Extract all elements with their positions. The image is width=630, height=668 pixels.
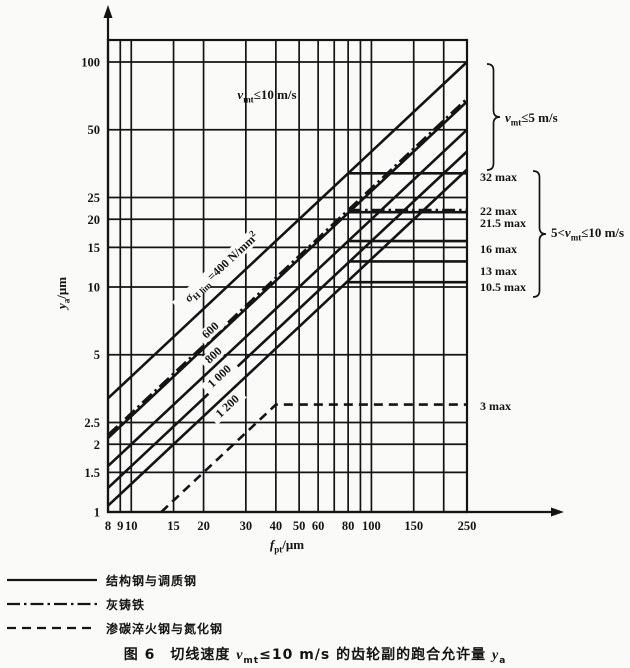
x-tick-250: 250 bbox=[458, 519, 477, 533]
brace-label-0: vmt≤5 m/s bbox=[505, 110, 558, 128]
x-tick-60: 60 bbox=[312, 519, 325, 533]
y-tick-1: 1 bbox=[94, 506, 100, 520]
legend-line-solid-icon bbox=[7, 578, 97, 582]
legend-label-structural-steel: 结构钢与调质钢 bbox=[106, 573, 198, 588]
y-axis-arrow-icon bbox=[103, 5, 113, 18]
figure-caption: 图 6 切线速度 vmt≤10 m/s 的齿轮副的跑合允许量 ya bbox=[123, 647, 507, 666]
legend-line-dashdot-icon bbox=[7, 602, 97, 606]
series-grey-cast-iron bbox=[107, 97, 468, 436]
legend-item-structural-steel: 结构钢与调质钢 bbox=[6, 568, 426, 592]
series-structural-steel-sigma-1000 bbox=[107, 150, 468, 489]
y-tick-50: 50 bbox=[88, 123, 101, 137]
y-tick-100: 100 bbox=[81, 56, 100, 70]
x-tick-40: 40 bbox=[270, 519, 283, 533]
x-tick-15: 15 bbox=[167, 519, 180, 533]
y-tick-15: 15 bbox=[88, 241, 101, 255]
x-tick-80: 80 bbox=[342, 519, 355, 533]
max-label-13-max: 13 max bbox=[480, 264, 517, 278]
x-tick-100: 100 bbox=[362, 519, 381, 533]
x-axis-arrow-icon bbox=[551, 507, 564, 517]
max-label-10-5-max: 10.5 max bbox=[480, 280, 526, 294]
series-structural-steel-sigma-800 bbox=[107, 128, 468, 468]
legend-item-grey-cast-iron: 灰铸铁 bbox=[6, 592, 426, 616]
series-structural-steel-sigma-600 bbox=[107, 100, 468, 439]
line-label-0: σH lim =400 N/mm2 bbox=[171, 220, 270, 314]
y-tick-2.5: 2.5 bbox=[84, 416, 100, 430]
grid bbox=[107, 40, 468, 513]
svg-text:σH lim =400 N/mm2: σH lim =400 N/mm2 bbox=[181, 228, 264, 307]
brace-1 bbox=[532, 170, 547, 298]
legend-label-carburized-nitrided: 渗碳淬火钢与氮化钢 bbox=[106, 621, 224, 636]
legend-line-dashed-icon bbox=[7, 626, 97, 630]
brace-label-1: 5<vmt≤10 m/s bbox=[551, 225, 624, 243]
max-label-16-max: 16 max bbox=[480, 242, 517, 256]
axes bbox=[103, 5, 564, 517]
y-tick-5: 5 bbox=[94, 348, 100, 362]
brace-0 bbox=[486, 63, 501, 171]
series-carburized-nitrided-steel bbox=[160, 403, 467, 513]
y-tick-10: 10 bbox=[88, 281, 101, 295]
max-label-21-5-max: 21.5 max bbox=[480, 216, 526, 230]
series-lines bbox=[107, 61, 468, 513]
line-label-1: 600 bbox=[195, 316, 226, 345]
y-tick-1.5: 1.5 bbox=[84, 466, 100, 480]
y-tick-2: 2 bbox=[94, 438, 100, 452]
series-structural-steel-sigma-400 bbox=[107, 61, 468, 400]
x-tick-8: 8 bbox=[105, 519, 111, 533]
max-label-3-max: 3 max bbox=[480, 399, 511, 413]
chart-legend: 结构钢与调质钢 灰铸铁 渗碳淬火钢与氮化钢 bbox=[6, 568, 426, 640]
x-tick-150: 150 bbox=[404, 519, 423, 533]
y-tick-20: 20 bbox=[88, 213, 101, 227]
x-tick-50: 50 bbox=[293, 519, 306, 533]
legend-label-grey-cast-iron: 灰铸铁 bbox=[106, 597, 146, 612]
x-tick-9: 9 bbox=[117, 519, 123, 533]
legend-item-carburized-nitrided: 渗碳淬火钢与氮化钢 bbox=[6, 616, 426, 640]
max-label-32-max: 32 max bbox=[480, 170, 517, 184]
y-tick-25: 25 bbox=[88, 191, 101, 205]
y-axis-title: ya/μm bbox=[54, 277, 72, 311]
series-structural-steel-sigma-1200 bbox=[107, 168, 468, 507]
x-tick-20: 20 bbox=[197, 519, 210, 533]
x-tick-10: 10 bbox=[125, 519, 138, 533]
x-tick-30: 30 bbox=[240, 519, 253, 533]
x-axis-title: fpt/μm bbox=[270, 537, 304, 555]
max-label-22-max: 22 max bbox=[480, 204, 517, 218]
annotation-vmt-10: vmt≤10 m/s bbox=[237, 87, 296, 105]
